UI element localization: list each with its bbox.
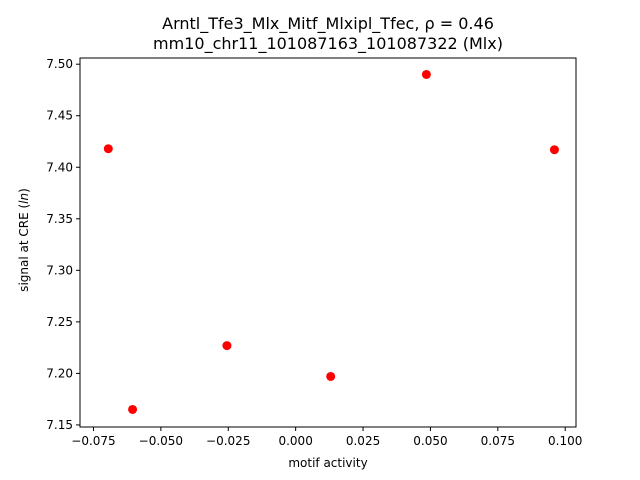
x-tick-label: 0.000 bbox=[278, 434, 312, 448]
y-tick-label: 7.35 bbox=[46, 212, 73, 226]
data-point bbox=[128, 404, 138, 414]
x-tick-label: 0.100 bbox=[548, 434, 582, 448]
data-point bbox=[326, 371, 336, 381]
x-tick-label: −0.050 bbox=[139, 434, 183, 448]
y-tick-label: 7.15 bbox=[46, 418, 73, 432]
data-point bbox=[222, 341, 232, 351]
y-tick-label: 7.25 bbox=[46, 315, 73, 329]
axes-frame bbox=[79, 57, 577, 428]
data-point bbox=[103, 144, 113, 154]
y-tick-label: 7.30 bbox=[46, 263, 73, 277]
x-tick-label: 0.025 bbox=[346, 434, 380, 448]
y-tick-label: 7.20 bbox=[46, 366, 73, 380]
y-axis-label: signal at CRE (ln) bbox=[17, 188, 31, 292]
x-tick-label: −0.075 bbox=[71, 434, 115, 448]
chart-title-line-1: Arntl_Tfe3_Mlx_Mitf_Mlxipl_Tfec, ρ = 0.4… bbox=[162, 14, 494, 34]
chart-title-line-2: mm10_chr11_101087163_101087322 (Mlx) bbox=[153, 34, 503, 54]
y-axis: 7.15 7.20 7.25 7.30 7.35 7.40 7.45 7.50 bbox=[46, 57, 80, 432]
x-axis-label: motif activity bbox=[288, 456, 367, 470]
plot-area bbox=[103, 69, 559, 414]
data-point bbox=[421, 69, 431, 79]
y-tick-label: 7.50 bbox=[46, 57, 73, 71]
data-point bbox=[549, 145, 559, 155]
x-tick-label: −0.025 bbox=[206, 434, 250, 448]
x-tick-label: 0.075 bbox=[481, 434, 515, 448]
y-tick-label: 7.40 bbox=[46, 160, 73, 174]
x-tick-label: 0.050 bbox=[413, 434, 447, 448]
y-tick-label: 7.45 bbox=[46, 109, 73, 123]
x-axis: −0.075 −0.050 −0.025 0.000 0.025 0.050 0.075 0.… bbox=[71, 427, 582, 448]
